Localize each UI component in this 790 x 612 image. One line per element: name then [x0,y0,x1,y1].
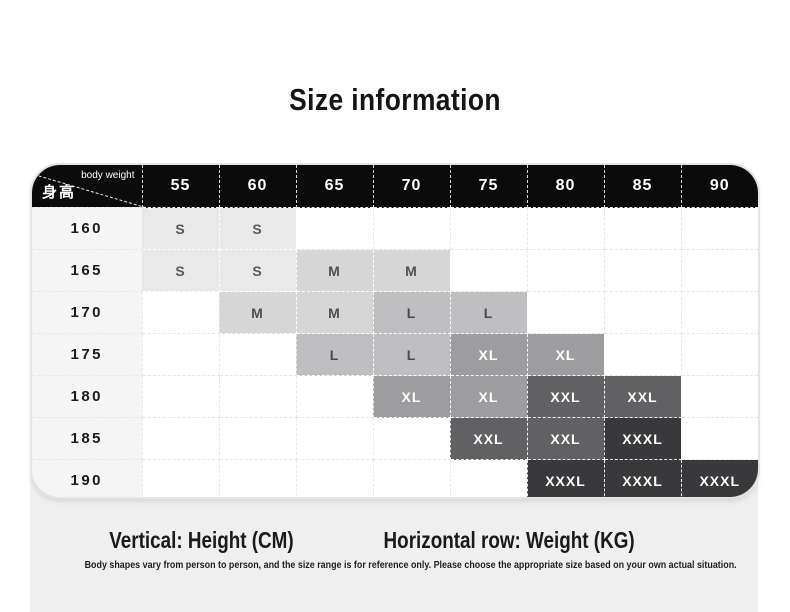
size-cell [218,459,297,497]
size-cell: L [372,291,451,334]
height-cell: 170 [32,291,143,334]
table-row: 160 S S [32,207,758,250]
legend-horizontal-weight: Horizontal row: Weight (KG) [383,527,636,553]
height-cell: 165 [32,249,143,292]
size-cell [372,207,451,250]
size-cell [295,417,374,460]
size-cell [680,207,758,250]
size-cell: XL [449,333,528,376]
size-cell [218,417,297,460]
size-cell [603,249,682,292]
size-cell: M [372,249,451,292]
legend-vertical-height: Vertical: Height (CM) [109,527,295,553]
size-cell: M [295,291,374,334]
size-cell: XXL [526,417,605,460]
size-cell: XXXL [603,417,682,460]
table-row: 175 L L XL XL [32,333,758,376]
size-cell [680,333,758,376]
size-cell: S [218,249,297,292]
page-title: Size information [289,82,501,117]
size-cell: M [218,291,297,334]
size-cell [680,291,758,334]
size-cell: S [141,207,220,250]
table-row: 165 S S M M [32,249,758,292]
size-cell [449,459,528,497]
size-cell [680,375,758,418]
height-cell: 190 [32,459,143,497]
weight-col-header: 55 [141,165,219,208]
size-cell [526,291,605,334]
size-cell: XXL [449,417,528,460]
height-label-cn: 身高 [42,184,77,201]
size-cell [141,459,220,497]
size-cell [449,207,528,250]
size-cell: XXL [526,375,605,418]
size-cell [603,207,682,250]
size-table: body weight 身高 55 60 65 70 75 80 85 90 1… [32,165,758,497]
corner-cell: body weight 身高 [32,165,151,210]
height-cell: 180 [32,375,143,418]
size-cell [680,417,758,460]
size-cell [295,207,374,250]
size-cell [218,375,297,418]
weight-col-header: 70 [372,165,450,208]
size-cell: XXXL [603,459,682,497]
table-row: 170 M M L L [32,291,758,334]
weight-col-header: 75 [449,165,527,208]
size-cell: XXXL [526,459,605,497]
size-cell: XL [372,375,451,418]
size-cell: XXXL [680,459,758,497]
size-cell [526,249,605,292]
body-weight-label: body weight [81,170,135,181]
weight-col-header: 90 [680,165,758,208]
height-cell: 185 [32,417,143,460]
size-cell [603,333,682,376]
size-cell: S [141,249,220,292]
height-cell: 175 [32,333,143,376]
size-cell: XL [526,333,605,376]
size-cell [680,249,758,292]
weight-col-header: 60 [218,165,296,208]
size-table-grid: body weight 身高 55 60 65 70 75 80 85 90 1… [32,165,758,497]
size-cell [526,207,605,250]
size-cell: XL [449,375,528,418]
table-header-row: body weight 身高 55 60 65 70 75 80 85 90 [32,165,758,210]
size-cell: L [372,333,451,376]
weight-col-header: 80 [526,165,604,208]
weight-col-header: 85 [603,165,681,208]
size-cell [449,249,528,292]
height-cell: 160 [32,207,143,250]
size-cell [141,375,220,418]
table-row: 185 XXL XXL XXXL [32,417,758,460]
size-cell [141,291,220,334]
size-cell [295,375,374,418]
size-cell [372,417,451,460]
disclaimer-text: Body shapes vary from person to person, … [84,559,737,571]
table-row: 190 XXXL XXXL XXXL [32,459,758,497]
size-cell: M [295,249,374,292]
size-cell: XXL [603,375,682,418]
size-cell [295,459,374,497]
size-cell: L [295,333,374,376]
table-row: 180 XL XL XXL XXL [32,375,758,418]
size-cell [372,459,451,497]
size-cell: S [218,207,297,250]
size-cell [141,417,220,460]
size-cell: L [449,291,528,334]
size-cell [218,333,297,376]
size-cell [603,291,682,334]
size-cell [141,333,220,376]
legend-row: Vertical: Height (CM) Horizontal row: We… [30,527,758,554]
weight-col-header: 65 [295,165,373,208]
